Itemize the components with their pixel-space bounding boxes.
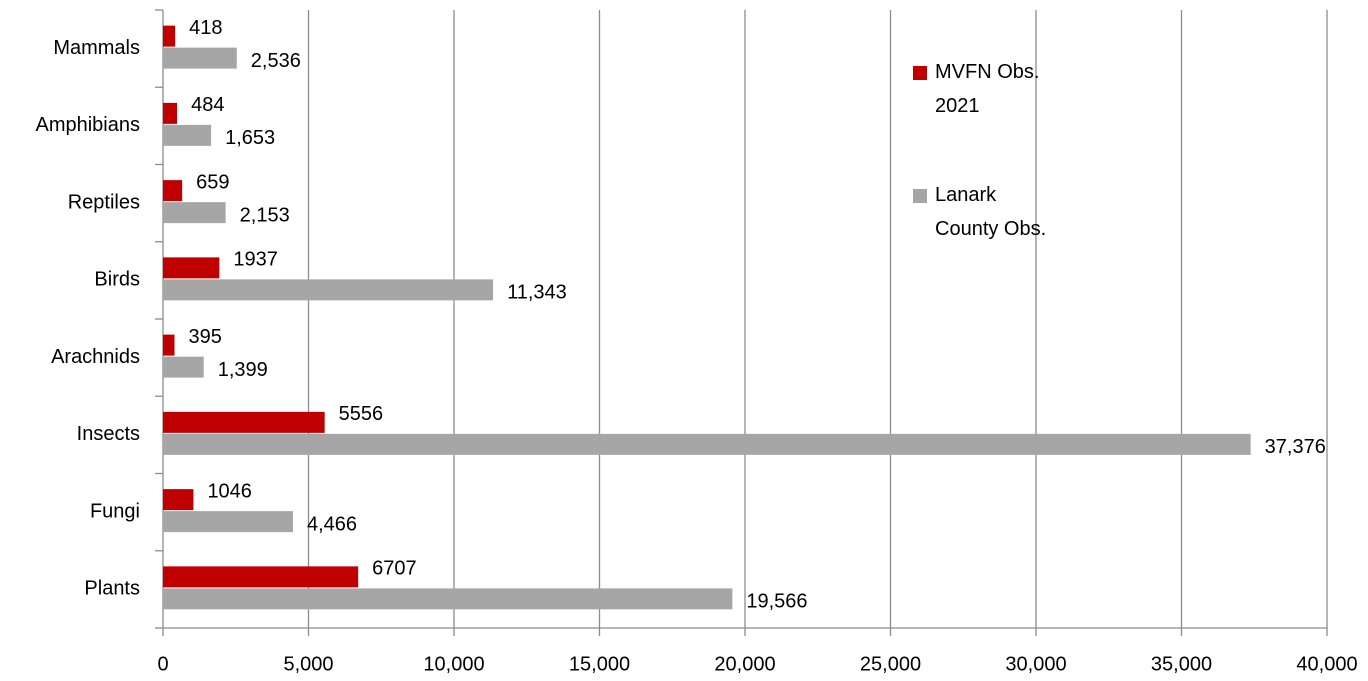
x-tick-label: 25,000 [860, 653, 921, 675]
data-label: 395 [188, 326, 221, 348]
bar [163, 334, 175, 356]
y-tick-label: Mammals [53, 37, 140, 59]
bar [163, 566, 359, 588]
x-tick-label: 15,000 [569, 653, 630, 675]
y-tick-label: Birds [94, 269, 140, 291]
data-label: 5556 [339, 403, 384, 425]
x-tick-label: 20,000 [714, 653, 775, 675]
y-tick-label: Insects [77, 423, 140, 445]
x-tick-label: 35,000 [1151, 653, 1212, 675]
data-label: 1937 [233, 249, 278, 271]
bar [163, 257, 220, 279]
bar [163, 356, 204, 378]
data-label: 37,376 [1265, 436, 1326, 458]
legend-label: Lanark County Obs. [935, 184, 1047, 240]
legend-label: MVFN Obs. 2021 [935, 61, 1040, 117]
x-tick-label: 5,000 [283, 653, 333, 675]
data-label: 2,153 [240, 204, 290, 226]
data-label: 6707 [372, 558, 417, 580]
bar [163, 47, 237, 69]
data-label: 4,466 [307, 513, 357, 535]
legend-item: Lanark County Obs. [913, 178, 1065, 246]
bar [163, 124, 212, 146]
bar [163, 25, 176, 47]
x-tick-label: 10,000 [423, 653, 484, 675]
legend-item: MVFN Obs. 2021 [913, 55, 1065, 123]
legend-swatch [913, 189, 927, 203]
data-label: 1,399 [218, 359, 268, 381]
bar [163, 489, 194, 511]
bar [163, 411, 325, 433]
y-tick-label: Plants [84, 578, 140, 600]
bar [163, 202, 226, 224]
data-label: 418 [189, 17, 222, 39]
x-tick-label: 0 [157, 653, 168, 675]
data-label: 1046 [207, 480, 252, 502]
data-label: 659 [196, 171, 229, 193]
x-tick-label: 40,000 [1296, 653, 1357, 675]
bar [163, 588, 733, 610]
y-tick-label: Reptiles [68, 191, 140, 213]
data-label: 19,566 [746, 591, 807, 613]
data-label: 11,343 [507, 282, 567, 304]
data-label: 2,536 [251, 50, 301, 72]
bar [163, 511, 293, 533]
x-tick-label: 30,000 [1005, 653, 1066, 675]
bar [163, 102, 178, 124]
legend-swatch [913, 66, 927, 80]
bar [163, 433, 1251, 455]
bar [163, 180, 183, 202]
y-tick-label: Fungi [90, 500, 140, 522]
data-label: 484 [191, 94, 224, 116]
y-tick-label: Arachnids [51, 346, 140, 368]
y-tick-label: Amphibians [35, 114, 140, 136]
data-label: 1,653 [225, 127, 275, 149]
bar [163, 279, 494, 301]
